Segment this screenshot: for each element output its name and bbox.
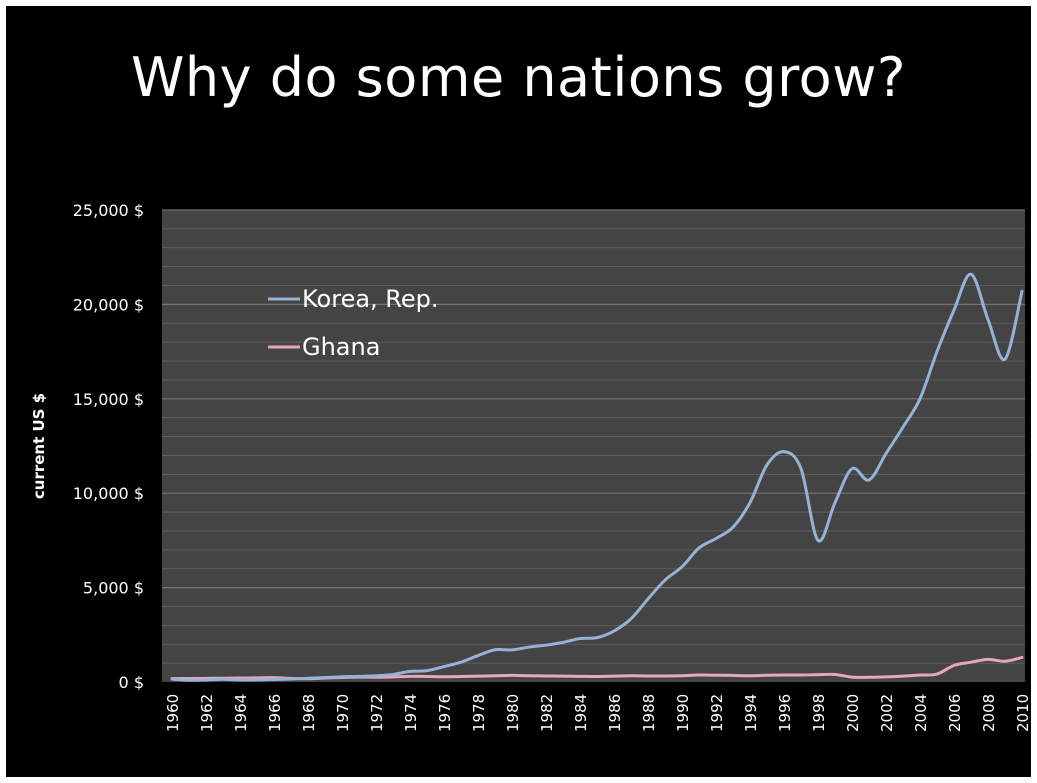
x-tick-label: 1992 xyxy=(708,694,726,732)
line-chart: 0 $ 5,000 $ 10,000 $ 15,000 $ 20,000 $ 25,000… xyxy=(30,201,1031,732)
x-tick-label: 1978 xyxy=(470,694,488,732)
gridlines xyxy=(162,209,1025,664)
y-tick-label: 10,000 $ xyxy=(73,484,144,503)
x-tick-label: 1974 xyxy=(402,694,420,732)
x-tick-label: 2004 xyxy=(912,694,930,732)
plot-area xyxy=(162,210,1025,682)
legend-label: Ghana xyxy=(302,333,380,361)
x-tick-label: 1960 xyxy=(164,694,182,732)
y-axis-tick-labels: 0 $ 5,000 $ 10,000 $ 15,000 $ 20,000 $ 25,000… xyxy=(73,201,144,692)
legend: Korea, Rep. Ghana xyxy=(268,285,439,361)
y-tick-label: 20,000 $ xyxy=(73,295,144,314)
x-tick-label: 1962 xyxy=(198,694,216,732)
x-tick-label: 2010 xyxy=(1014,694,1031,732)
x-tick-label: 1980 xyxy=(504,694,522,732)
series-line-korea-rep xyxy=(170,272,1024,682)
y-tick-label: 25,000 $ xyxy=(73,201,144,220)
x-tick-label: 1976 xyxy=(436,694,454,732)
x-tick-label: 1968 xyxy=(300,694,318,732)
x-tick-label: 1994 xyxy=(742,694,760,732)
x-tick-label: 2008 xyxy=(980,694,998,732)
x-tick-label: 2002 xyxy=(878,694,896,732)
x-tick-label: 2000 xyxy=(844,694,862,732)
y-tick-label: 15,000 $ xyxy=(73,390,144,409)
x-tick-label: 1984 xyxy=(572,694,590,732)
slide-title: Why do some nations grow? xyxy=(130,46,907,109)
y-tick-label: 0 $ xyxy=(119,673,144,692)
x-tick-label: 1970 xyxy=(334,694,352,732)
x-tick-label: 1966 xyxy=(266,694,284,732)
x-tick-label: 1988 xyxy=(640,694,658,732)
x-tick-label: 1964 xyxy=(232,694,250,732)
x-tick-label: 1996 xyxy=(776,694,794,732)
x-tick-label: 1998 xyxy=(810,694,828,732)
y-axis-label: current US $ xyxy=(30,393,48,499)
series-lines xyxy=(170,272,1024,682)
slide: Why do some nations grow? 0 $ 5,000 $ 10,0… xyxy=(6,6,1031,777)
legend-label: Korea, Rep. xyxy=(302,285,439,313)
x-tick-label: 2006 xyxy=(946,694,964,732)
x-tick-label: 1972 xyxy=(368,694,386,732)
x-axis-tick-labels: 1960 1962 1964 1966 1968 1970 1972 1974 1976 1978… xyxy=(164,694,1031,732)
x-tick-label: 1990 xyxy=(674,694,692,732)
x-tick-label: 1986 xyxy=(606,694,624,732)
x-tick-label: 1982 xyxy=(538,694,556,732)
y-tick-label: 5,000 $ xyxy=(83,579,144,598)
